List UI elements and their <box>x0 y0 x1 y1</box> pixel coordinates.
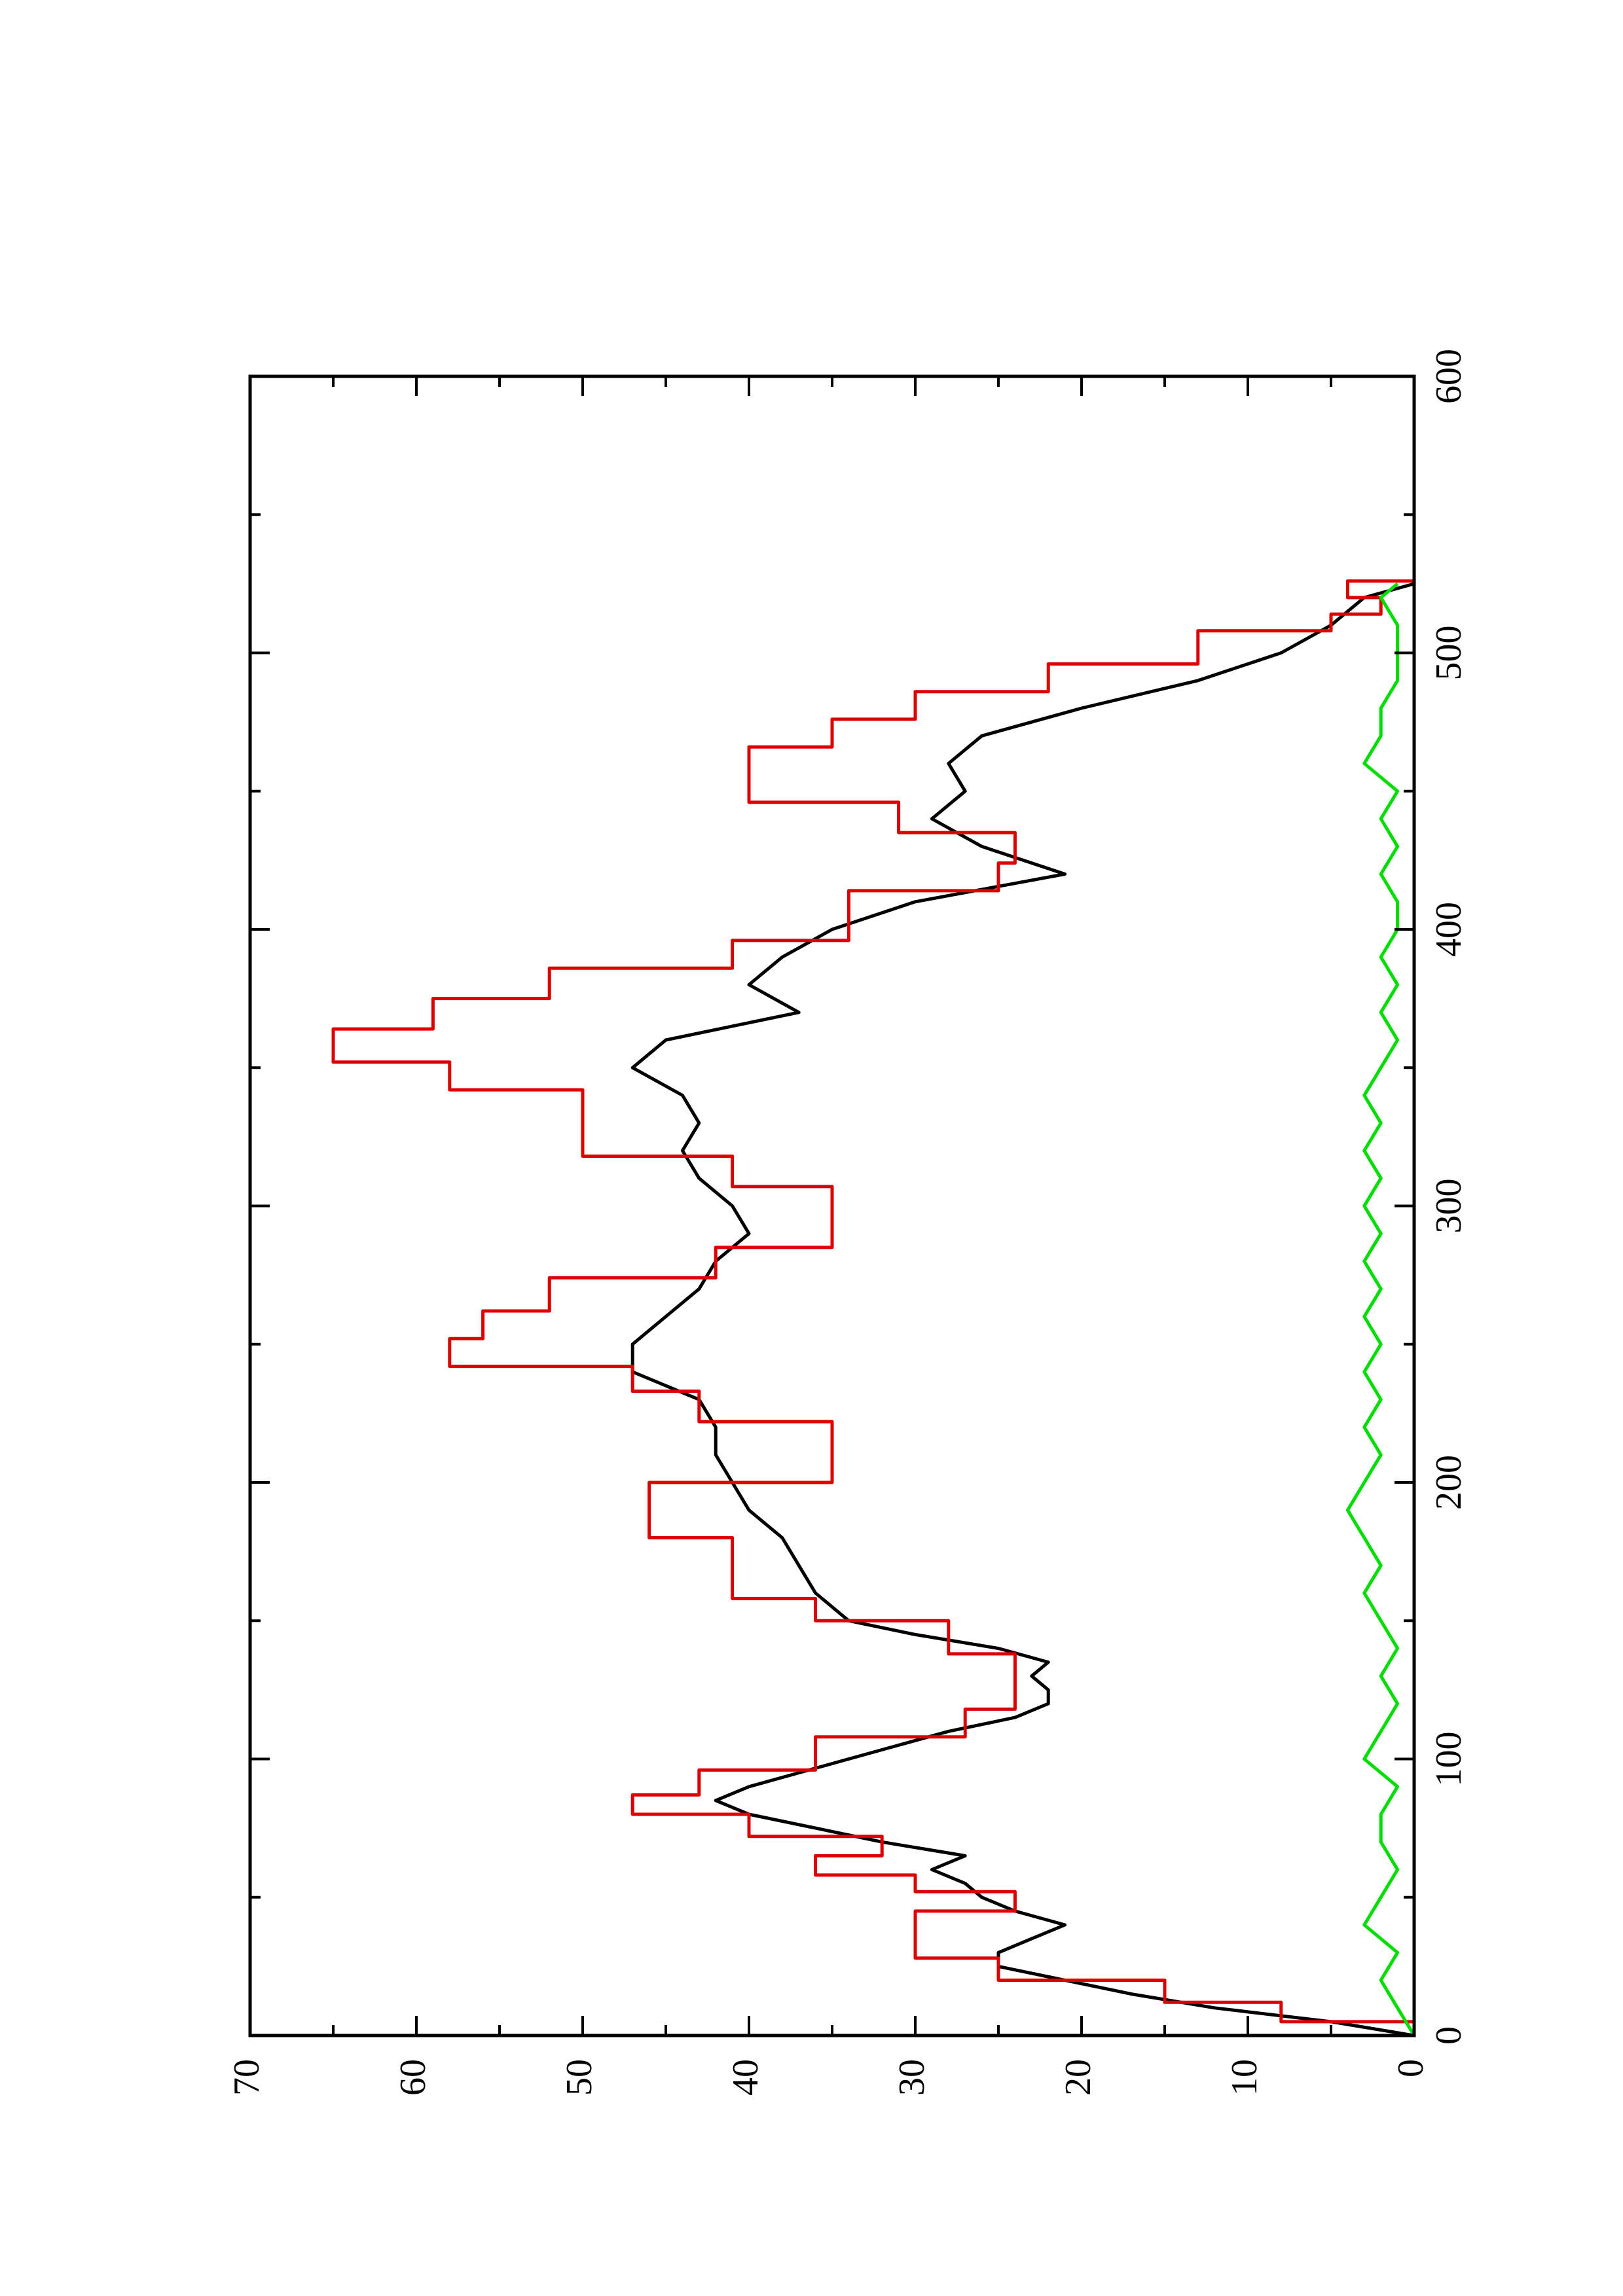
y-tick-label: 10 <box>1224 2059 1265 2096</box>
y-tick-label: 30 <box>892 2059 932 2096</box>
y-tick-label: 70 <box>227 2059 267 2096</box>
y-tick-label: 20 <box>1058 2059 1099 2096</box>
y-tick-label: 50 <box>559 2059 600 2096</box>
x-tick-label: 100 <box>1429 1732 1469 1787</box>
y-tick-label: 40 <box>725 2059 766 2096</box>
series-line-0 <box>630 582 1415 2037</box>
x-tick-label: 200 <box>1429 1455 1469 1510</box>
x-tick-label: 300 <box>1429 1179 1469 1234</box>
series-line-1 <box>331 579 1416 2036</box>
series-line-2 <box>1345 582 1416 2037</box>
y-tick-label: 60 <box>393 2059 433 2096</box>
plot-area: 0 100 200 300 400 500 600 0 10 20 30 40 50 60 70 <box>227 349 1469 2096</box>
x-tick-label: 500 <box>1429 626 1469 681</box>
y-tick-label: 0 <box>1391 2059 1431 2077</box>
x-tick-label: 600 <box>1429 349 1469 404</box>
x-tick-label: 400 <box>1429 902 1469 957</box>
x-tick-label: 0 <box>1429 2026 1469 2045</box>
